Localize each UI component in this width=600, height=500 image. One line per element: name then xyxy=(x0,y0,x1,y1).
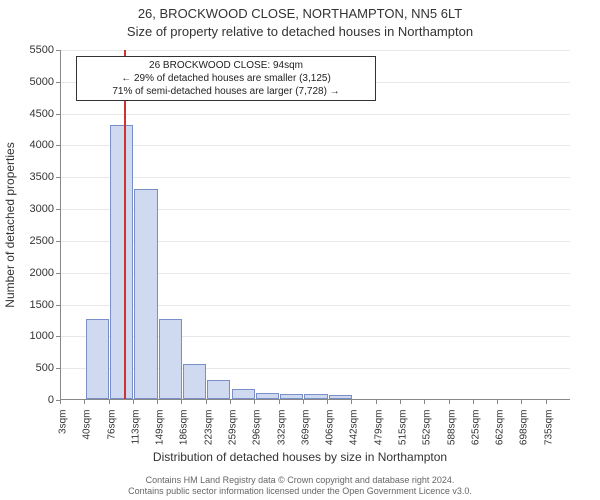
xtick-mark xyxy=(84,400,85,404)
xtick-mark xyxy=(400,400,401,404)
annotation-box: 26 BROCKWOOD CLOSE: 94sqm ← 29% of detac… xyxy=(76,56,376,101)
xtick-mark xyxy=(109,400,110,404)
bar xyxy=(232,389,255,399)
bar xyxy=(110,125,133,399)
bar xyxy=(183,364,206,399)
bar xyxy=(256,393,279,399)
marker-line xyxy=(124,50,126,399)
xtick-mark xyxy=(279,400,280,404)
xtick-mark xyxy=(206,400,207,404)
bar xyxy=(159,319,182,399)
y-axis-label: Number of detached properties xyxy=(3,142,17,307)
ytick-mark xyxy=(56,209,60,210)
xtick-label: 369sqm xyxy=(300,410,311,460)
plot-area xyxy=(60,50,570,400)
xtick-mark xyxy=(546,400,547,404)
xtick-label: 662sqm xyxy=(495,410,506,460)
gridline xyxy=(61,177,570,178)
xtick-label: 698sqm xyxy=(519,410,530,460)
ytick-mark xyxy=(56,273,60,274)
xtick-label: 40sqm xyxy=(82,410,93,460)
xtick-label: 259sqm xyxy=(228,410,239,460)
bar xyxy=(207,380,230,399)
annotation-line3: 71% of semi-detached houses are larger (… xyxy=(83,85,369,98)
annotation-line1: 26 BROCKWOOD CLOSE: 94sqm xyxy=(83,59,369,72)
footer-text: Contains HM Land Registry data © Crown c… xyxy=(0,475,600,497)
ytick-mark xyxy=(56,177,60,178)
chart-title-line2: Size of property relative to detached ho… xyxy=(0,24,600,39)
ytick-label: 500 xyxy=(4,362,54,374)
ytick-mark xyxy=(56,50,60,51)
ytick-label: 1000 xyxy=(4,330,54,342)
xtick-label: 735sqm xyxy=(543,410,554,460)
ytick-mark xyxy=(56,145,60,146)
xtick-label: 406sqm xyxy=(325,410,336,460)
xtick-mark xyxy=(497,400,498,404)
footer-line1: Contains HM Land Registry data © Crown c… xyxy=(0,475,600,486)
xtick-label: 296sqm xyxy=(252,410,263,460)
ytick-mark xyxy=(56,114,60,115)
xtick-label: 223sqm xyxy=(203,410,214,460)
gridline xyxy=(61,114,570,115)
xtick-label: 515sqm xyxy=(398,410,409,460)
bar xyxy=(134,189,157,399)
ytick-label: 3500 xyxy=(4,171,54,183)
xtick-label: 149sqm xyxy=(155,410,166,460)
xtick-label: 113sqm xyxy=(130,410,141,460)
xtick-label: 625sqm xyxy=(470,410,481,460)
chart-title-line1: 26, BROCKWOOD CLOSE, NORTHAMPTON, NN5 6L… xyxy=(0,6,600,21)
ytick-label: 3000 xyxy=(4,203,54,215)
xtick-label: 76sqm xyxy=(106,410,117,460)
bar xyxy=(86,319,109,399)
bar xyxy=(329,395,352,399)
ytick-mark xyxy=(56,241,60,242)
xtick-mark xyxy=(133,400,134,404)
ytick-label: 4500 xyxy=(4,108,54,120)
xtick-mark xyxy=(254,400,255,404)
xtick-label: 588sqm xyxy=(446,410,457,460)
xtick-mark xyxy=(351,400,352,404)
ytick-label: 2000 xyxy=(4,267,54,279)
xtick-mark xyxy=(449,400,450,404)
ytick-mark xyxy=(56,82,60,83)
xtick-mark xyxy=(521,400,522,404)
bar xyxy=(304,394,327,399)
xtick-label: 3sqm xyxy=(58,410,69,460)
xtick-mark xyxy=(376,400,377,404)
xtick-mark xyxy=(60,400,61,404)
ytick-label: 0 xyxy=(4,394,54,406)
xtick-label: 186sqm xyxy=(179,410,190,460)
gridline xyxy=(61,145,570,146)
ytick-label: 2500 xyxy=(4,235,54,247)
annotation-line2: ← 29% of detached houses are smaller (3,… xyxy=(83,72,369,85)
xtick-mark xyxy=(157,400,158,404)
xtick-label: 442sqm xyxy=(349,410,360,460)
xtick-mark xyxy=(424,400,425,404)
ytick-mark xyxy=(56,305,60,306)
xtick-label: 479sqm xyxy=(373,410,384,460)
ytick-mark xyxy=(56,368,60,369)
xtick-mark xyxy=(303,400,304,404)
ytick-label: 4000 xyxy=(4,139,54,151)
xtick-label: 552sqm xyxy=(422,410,433,460)
xtick-label: 332sqm xyxy=(276,410,287,460)
bar xyxy=(280,394,303,399)
ytick-label: 5000 xyxy=(4,76,54,88)
ytick-mark xyxy=(56,336,60,337)
xtick-mark xyxy=(230,400,231,404)
xtick-mark xyxy=(181,400,182,404)
footer-line2: Contains public sector information licen… xyxy=(0,486,600,497)
ytick-label: 5500 xyxy=(4,44,54,56)
xtick-mark xyxy=(327,400,328,404)
gridline xyxy=(61,50,570,51)
ytick-label: 1500 xyxy=(4,299,54,311)
xtick-mark xyxy=(473,400,474,404)
